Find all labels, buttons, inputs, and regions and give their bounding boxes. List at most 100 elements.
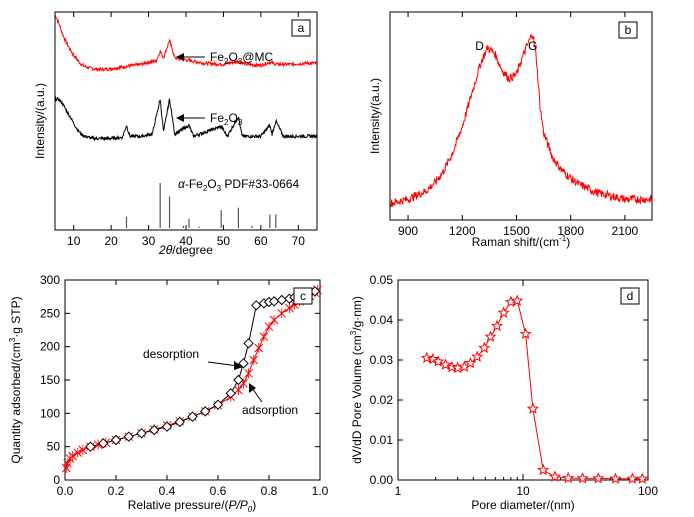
panel-tag-d: d: [620, 287, 640, 305]
adsorption-point-27: [277, 308, 287, 319]
desorption-point-12: [233, 374, 244, 386]
psd-point-14: [511, 294, 524, 306]
desorption-point-3: [123, 431, 134, 442]
x-tick-label-d-1: 10: [516, 484, 530, 498]
panel-c: 0.0 0.2 0.4 0.6 0.8 1.0 0 50 100 150 200 250 300 des…: [8, 273, 329, 514]
x-axis-label-c: Relative pressure/(P/P0): [128, 498, 257, 514]
desorption-point-11: [225, 388, 236, 399]
annotation-adsorption: adsorption: [242, 383, 298, 417]
x-tick-label-a-2: 30: [142, 234, 156, 248]
psd-point-9: [478, 341, 491, 354]
y-tick-label-c-6: 300: [40, 273, 60, 287]
desorption-point-7: [174, 416, 185, 428]
x-tick-label-b-2: 1500: [503, 224, 530, 238]
desorption-point-10: [212, 399, 224, 410]
panel-d: 1 10 100 0.00 0.01 0.02 0.03 0.04 0.05 d Pore di…: [349, 273, 658, 512]
adsorption-point-25: [264, 321, 274, 332]
psd-point-3: [439, 358, 452, 370]
adsorption-point-3: [68, 451, 78, 461]
y-tick-label-d-3: 0.03: [370, 353, 394, 367]
x-tick-label-a-6: 70: [292, 234, 306, 248]
svg-text:b: b: [625, 23, 632, 37]
adsorption-point-26: [269, 315, 279, 325]
reference-label: α-Fe2O3 PDF#33-0664: [178, 177, 299, 193]
psd-point-24: [636, 472, 649, 484]
peak-label-d: D: [475, 39, 484, 53]
desorption-point-14: [243, 338, 254, 349]
panel-b: 900 1200 1500 1800 2100 D G b Raman shift/(c…: [368, 11, 653, 249]
desorption-point-4: [136, 428, 147, 439]
desorption-point-2: [110, 434, 122, 446]
psd-point-19: [562, 471, 575, 484]
desorption-point-15: [251, 300, 262, 311]
adsorption-point-4: [73, 447, 83, 458]
adsorption-point-19: [234, 385, 243, 395]
x-tick-label-d-0: 1: [395, 484, 402, 498]
x-tick-label-c-4: 0.8: [261, 484, 278, 498]
adsorption-point-28: [285, 303, 294, 313]
y-tick-label-c-0: 0: [53, 473, 60, 487]
psd-point-10: [484, 330, 497, 342]
desorption-point-0: [85, 441, 96, 452]
x-tick-label-b-0: 900: [398, 224, 418, 238]
psd-point-4: [445, 360, 458, 373]
svg-text:c: c: [300, 289, 306, 303]
y-axis-label-d: dV/dD Pore Volume (cm3/g·nm): [349, 296, 364, 464]
x-tick-label-a-5: 60: [254, 234, 268, 248]
desorption-point-1: [98, 438, 109, 449]
y-tick-label-c-5: 250: [40, 306, 60, 320]
desorption-point-13: [238, 358, 249, 369]
y-axis-label-a: Intensity/(a.u.): [33, 83, 47, 159]
adsorption-point-23: [254, 343, 264, 353]
x-axis-label-d: Pore diameter/(nm): [471, 498, 574, 512]
panel-tag-c: c: [293, 287, 313, 305]
panel-tag-b: b: [618, 21, 638, 39]
panel-d-frame: [397, 279, 649, 481]
series-line-desorption: [90, 290, 316, 448]
panel-a-frame: [54, 11, 318, 231]
series-line-fe2o3-mc: [54, 13, 318, 73]
adsorption-point-21: [244, 368, 253, 379]
desorption-point-9: [200, 406, 211, 417]
y-tick-label-c-2: 100: [40, 406, 60, 420]
desorption-point-19: [276, 294, 287, 306]
psd-point-7: [464, 356, 477, 369]
annotation-desorption: desorption: [143, 347, 243, 370]
psd-point-18: [548, 470, 561, 482]
x-tick-label-c-5: 1.0: [312, 484, 329, 498]
y-tick-label-d-0: 0.00: [370, 473, 394, 487]
psd-markers: [420, 294, 649, 484]
y-tick-label-c-3: 150: [40, 373, 60, 387]
psd-point-12: [497, 306, 510, 318]
series-line-fe2o3: [54, 96, 318, 142]
panel-a: 10 20 30 40 50 60 70 Fe2O3@MC Fe2O3 α-Fe2O3 PD…: [33, 11, 318, 257]
psd-point-16: [526, 402, 539, 414]
y-axis-label-c: Quantity adsorbed/(cm3·g STP): [8, 296, 23, 463]
psd-point-0: [420, 351, 433, 364]
x-tick-label-c-0: 0.0: [57, 484, 74, 498]
psd-point-11: [491, 319, 504, 332]
psd-point-17: [537, 463, 550, 476]
svg-text:d: d: [627, 289, 634, 303]
x-tick-label-b-1: 1200: [449, 224, 476, 238]
x-axis-label-a: 2θ/degree: [158, 243, 213, 257]
adsorption-point-22: [249, 355, 259, 365]
x-tick-label-a-0: 10: [67, 234, 81, 248]
adsorption-point-24: [259, 331, 269, 342]
x-tick-label-a-1: 20: [104, 234, 118, 248]
desorption-point-8: [187, 411, 198, 422]
svg-text:a: a: [298, 21, 305, 35]
y-tick-label-c-1: 50: [47, 440, 61, 454]
svg-text:adsorption: adsorption: [242, 403, 298, 417]
svg-text:Fe2O3@MC: Fe2O3@MC: [210, 50, 273, 66]
panel-b-frame: [389, 11, 653, 221]
psd-point-1: [426, 352, 439, 365]
x-tick-label-d-2: 100: [638, 484, 658, 498]
psd-point-23: [626, 472, 639, 484]
y-tick-label-c-4: 200: [40, 340, 60, 354]
y-tick-label-d-4: 0.04: [370, 313, 394, 327]
y-tick-label-d-1: 0.01: [370, 433, 394, 447]
y-axis-label-b: Intensity/(a.u.): [368, 78, 382, 154]
x-tick-label-c-1: 0.2: [108, 484, 125, 498]
